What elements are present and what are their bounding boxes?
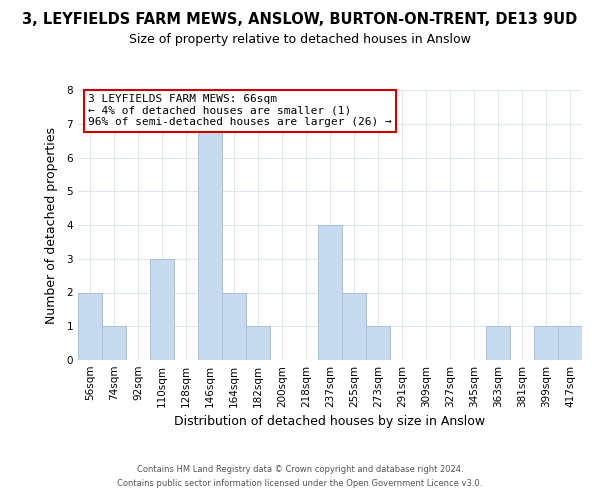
Text: Contains HM Land Registry data © Crown copyright and database right 2024.
Contai: Contains HM Land Registry data © Crown c… <box>118 466 482 487</box>
Bar <box>318 225 342 360</box>
Bar <box>198 124 222 360</box>
Y-axis label: Number of detached properties: Number of detached properties <box>45 126 58 324</box>
Bar <box>78 292 102 360</box>
Text: 3 LEYFIELDS FARM MEWS: 66sqm
← 4% of detached houses are smaller (1)
96% of semi: 3 LEYFIELDS FARM MEWS: 66sqm ← 4% of det… <box>88 94 392 127</box>
Bar <box>246 326 270 360</box>
Bar <box>150 259 174 360</box>
Text: 3, LEYFIELDS FARM MEWS, ANSLOW, BURTON-ON-TRENT, DE13 9UD: 3, LEYFIELDS FARM MEWS, ANSLOW, BURTON-O… <box>22 12 578 28</box>
Bar <box>486 326 510 360</box>
Bar <box>534 326 558 360</box>
Bar <box>342 292 366 360</box>
Bar <box>102 326 126 360</box>
Bar <box>366 326 390 360</box>
Bar <box>222 292 246 360</box>
Text: Size of property relative to detached houses in Anslow: Size of property relative to detached ho… <box>129 32 471 46</box>
Bar <box>558 326 582 360</box>
X-axis label: Distribution of detached houses by size in Anslow: Distribution of detached houses by size … <box>175 416 485 428</box>
